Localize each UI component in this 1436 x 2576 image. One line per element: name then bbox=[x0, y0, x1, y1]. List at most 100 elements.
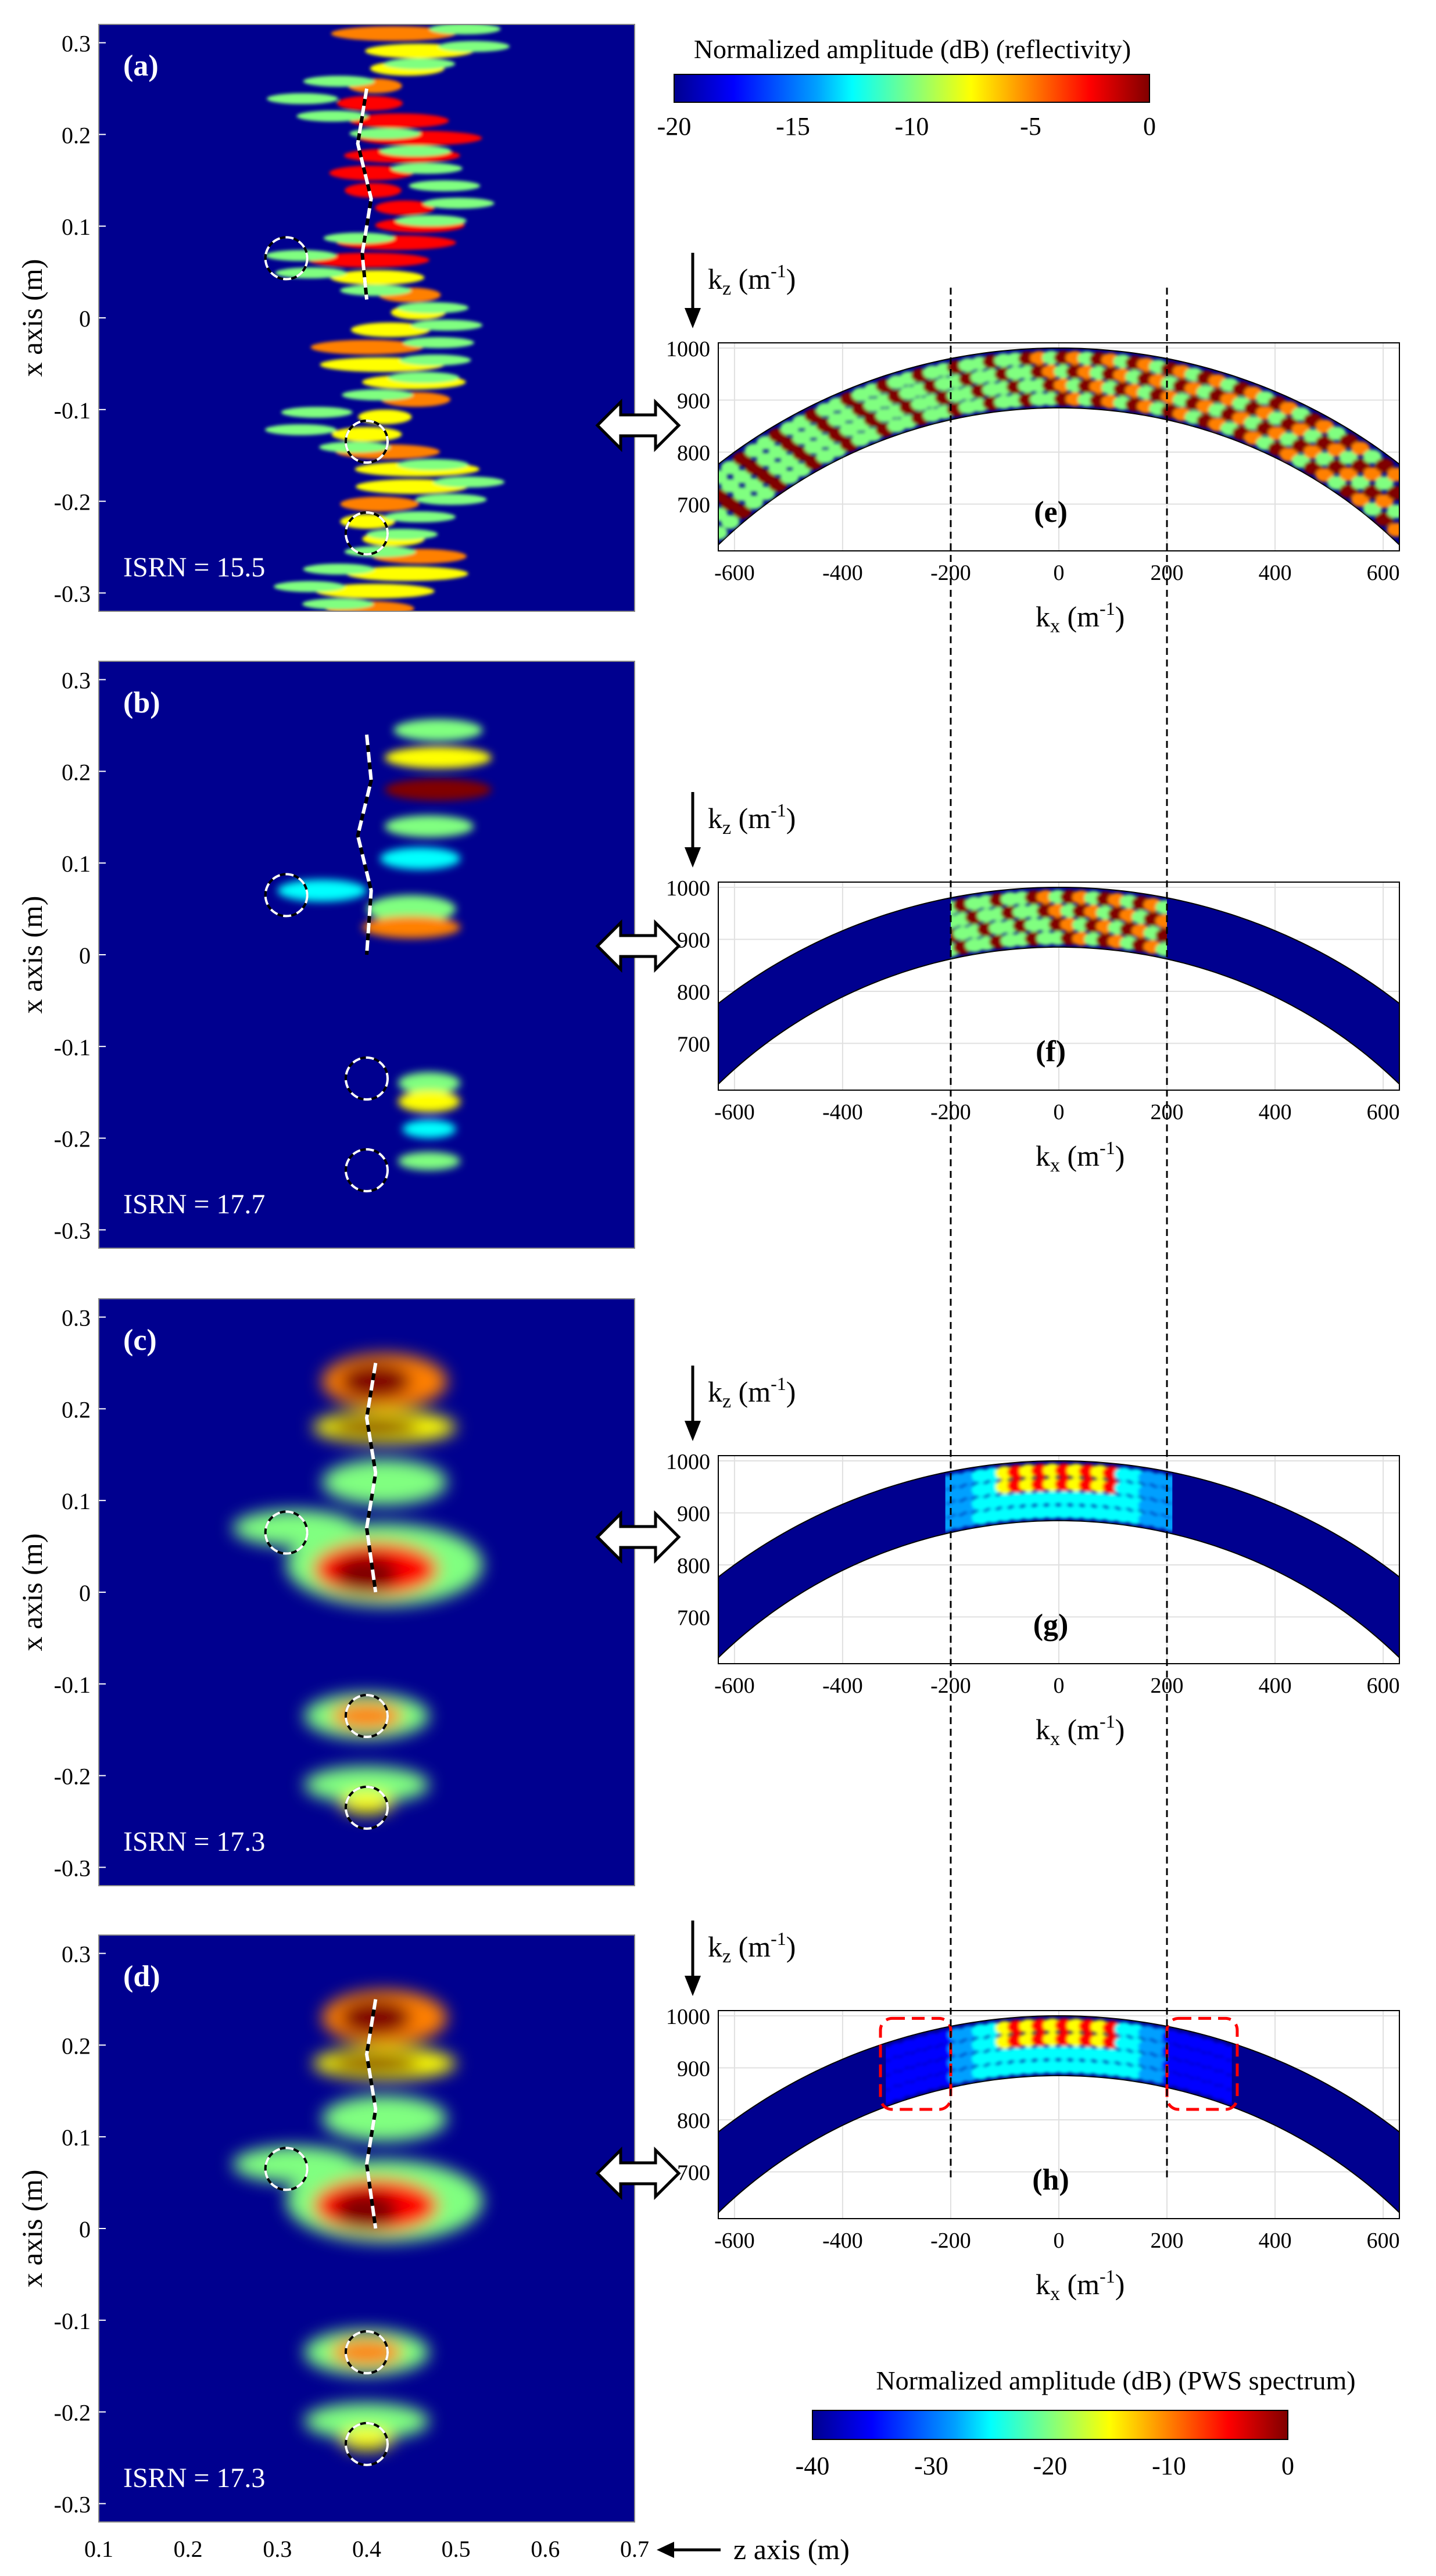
spectrum-cell bbox=[1351, 475, 1370, 490]
intensity-blob bbox=[388, 372, 460, 384]
kx-tick-label: 600 bbox=[1367, 2229, 1400, 2253]
spectrum-cell bbox=[1351, 441, 1370, 456]
spectrum-cell bbox=[756, 469, 775, 483]
intensity-blob bbox=[367, 895, 456, 923]
target-circle bbox=[345, 1148, 389, 1192]
colorbar-pws-bar bbox=[812, 2410, 1288, 2440]
image-panels: 0.3 0.2 0.1 0 -0.1 -0.2 -0.3 x axis (m) (a) ISRN … bbox=[16, 24, 681, 2562]
y-tick-label: -0.3 bbox=[54, 1855, 91, 1881]
y-tick-label: -0.3 bbox=[54, 2491, 91, 2517]
spectrum-frame bbox=[718, 342, 1400, 551]
kz-tick-label: 1000 bbox=[666, 876, 710, 901]
kz-axis-label: kz (m-1) bbox=[708, 800, 796, 839]
kz-tick-label: 700 bbox=[677, 1606, 710, 1630]
spectrum-cell bbox=[718, 470, 728, 485]
spectrum-cell bbox=[721, 515, 740, 529]
spectrum-cell bbox=[1221, 2061, 1232, 2075]
y-tick-label: 0.1 bbox=[62, 214, 91, 240]
spectrum-cell bbox=[1155, 900, 1168, 915]
intensity-blob bbox=[384, 746, 492, 769]
colorbar-reflectivity-title: Normalized amplitude (dB) (reflectivity) bbox=[694, 34, 1131, 64]
intensity-blob bbox=[366, 528, 438, 540]
spectrum-cell bbox=[1351, 492, 1370, 507]
y-tick-label: 0.3 bbox=[62, 1305, 91, 1331]
pws-band bbox=[718, 886, 1399, 1085]
panel-label: (f) bbox=[1036, 1035, 1066, 1068]
spectrum-cell bbox=[721, 479, 740, 493]
kx-tick-label: -600 bbox=[714, 1674, 755, 1698]
intensity-blob bbox=[398, 1152, 461, 1170]
kz-tick-label: 700 bbox=[677, 1032, 710, 1056]
double-arrow bbox=[595, 919, 681, 973]
intensity-blob bbox=[331, 427, 402, 442]
y-tick-label: 0.3 bbox=[62, 668, 91, 694]
intensity-blob bbox=[384, 779, 492, 801]
spectrum-cell bbox=[1363, 449, 1382, 464]
intensity-blob bbox=[375, 200, 435, 216]
intensity-blob bbox=[275, 267, 347, 279]
intensity-blob bbox=[331, 1418, 421, 1436]
intensity-blob bbox=[398, 1090, 461, 1113]
x-tick-label: 0.5 bbox=[442, 2536, 471, 2562]
x-tick-label: 0.1 bbox=[84, 2536, 113, 2562]
target-circle bbox=[345, 2330, 389, 2375]
y-tick-label: 0.2 bbox=[62, 759, 91, 785]
intensity-blob bbox=[336, 96, 403, 111]
y-tick-label: -0.2 bbox=[54, 1126, 91, 1152]
kz-arrow-head bbox=[685, 847, 701, 868]
intensity-blob bbox=[411, 320, 483, 331]
kx-tick-label: -600 bbox=[714, 2229, 755, 2253]
intensity-blob bbox=[349, 113, 449, 128]
intensity-blob bbox=[384, 511, 456, 522]
colorbar-reflectivity-tick-label: -10 bbox=[895, 112, 929, 141]
y-tick-label: 0.2 bbox=[62, 1396, 91, 1423]
target-circle bbox=[264, 1510, 309, 1555]
intensity-blob bbox=[362, 916, 461, 938]
spectrum-cell bbox=[1387, 467, 1399, 482]
spectrum-cell bbox=[1363, 502, 1382, 517]
panel-label: (b) bbox=[123, 686, 160, 719]
image-panel: 0.3 0.2 0.1 0 -0.1 -0.2 -0.3 x axis (m) (a) ISRN … bbox=[16, 24, 681, 612]
spectrum-cell bbox=[1339, 450, 1358, 465]
intensity-blob bbox=[433, 476, 505, 488]
kx-tick-label: 600 bbox=[1367, 1100, 1400, 1124]
intensity-blob bbox=[384, 815, 474, 837]
intensity-blob bbox=[307, 252, 429, 268]
x-tick-label: 0.6 bbox=[531, 2536, 560, 2562]
kz-tick-label: 900 bbox=[677, 2056, 710, 2081]
spectrum-panels: 1000 900 800 700 -600 -400 -200 0 200 400 600 (e) kx… bbox=[666, 253, 1400, 2305]
intensity-blob bbox=[350, 322, 431, 338]
kx-axis-label: kx (m-1) bbox=[1036, 598, 1125, 637]
kz-arrow-head bbox=[685, 1421, 701, 1441]
intensity-blob bbox=[302, 598, 374, 610]
kz-tick-label: 800 bbox=[677, 2109, 710, 2133]
intensity-blob bbox=[397, 302, 469, 314]
spectrum-cell bbox=[1374, 494, 1394, 508]
kz-tick-label: 900 bbox=[677, 1502, 710, 1526]
spectrum-cell bbox=[1221, 2090, 1232, 2104]
intensity-blob bbox=[274, 581, 346, 592]
z-axis-label-group: z axis (m) bbox=[657, 2533, 850, 2566]
intensity-blob bbox=[322, 1459, 447, 1506]
colorbar-pws-title: Normalized amplitude (dB) (PWS spectrum) bbox=[876, 2366, 1355, 2395]
boundary-dashed-line bbox=[364, 1362, 378, 1593]
target-circle bbox=[345, 1785, 389, 1830]
kx-tick-label: -400 bbox=[822, 1100, 863, 1124]
kx-axis-label: kx (m-1) bbox=[1036, 2266, 1125, 2305]
kx-tick-label: -200 bbox=[930, 2229, 971, 2253]
intensity-blob bbox=[380, 847, 461, 870]
kz-tick-label: 700 bbox=[677, 2161, 710, 2185]
spectrum-cell bbox=[1221, 2075, 1232, 2090]
intensity-blob bbox=[391, 163, 463, 174]
x-tick-label: 0.3 bbox=[263, 2536, 292, 2562]
intensity-blob bbox=[331, 2054, 421, 2073]
y-tick-label: 0 bbox=[79, 2216, 91, 2242]
y-tick-label: 0 bbox=[79, 943, 91, 969]
y-tick-label: 0.1 bbox=[62, 1488, 91, 1514]
intensity-blob bbox=[403, 337, 474, 349]
intensity-blob bbox=[409, 180, 481, 192]
spectrum-cell bbox=[718, 525, 728, 540]
